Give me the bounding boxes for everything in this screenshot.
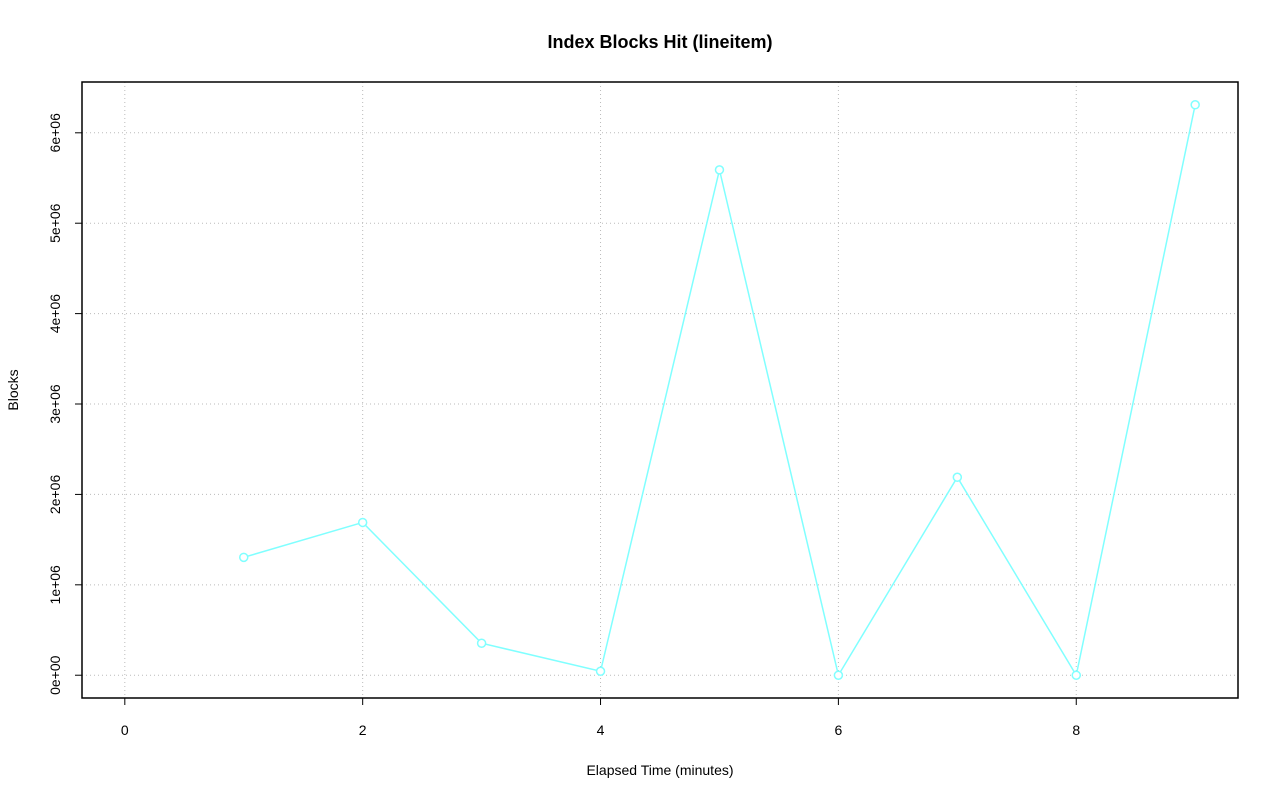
x-tick-label: 8: [1072, 722, 1080, 738]
data-point: [952, 472, 963, 482]
y-tick-label: 4e+06: [47, 294, 63, 334]
data-point: [476, 638, 487, 648]
y-tick-label: 5e+06: [47, 203, 63, 243]
x-tick-label: 4: [597, 722, 605, 738]
plot-frame: [81, 81, 1239, 699]
x-tick-label: 6: [834, 722, 842, 738]
data-point: [714, 165, 725, 175]
data-point: [595, 666, 606, 676]
x-tick-label: 0: [121, 722, 129, 738]
data-line: [243, 104, 1196, 678]
chart-title: Index Blocks Hit (lineitem): [547, 32, 772, 52]
y-tick-label: 3e+06: [47, 384, 63, 424]
y-tick-label: 0e+00: [47, 655, 63, 695]
data-point: [238, 552, 249, 563]
y-axis-label: Blocks: [5, 369, 21, 410]
y-tick-label: 2e+06: [47, 475, 63, 515]
data-point: [1071, 670, 1082, 680]
data-point: [1190, 100, 1200, 110]
data-point: [833, 670, 844, 680]
y-tick-label: 1e+06: [47, 565, 63, 605]
data-point: [357, 517, 368, 528]
x-tick-label: 2: [359, 722, 367, 738]
x-axis-label: Elapsed Time (minutes): [586, 762, 733, 778]
y-tick-label: 6e+06: [47, 113, 63, 153]
